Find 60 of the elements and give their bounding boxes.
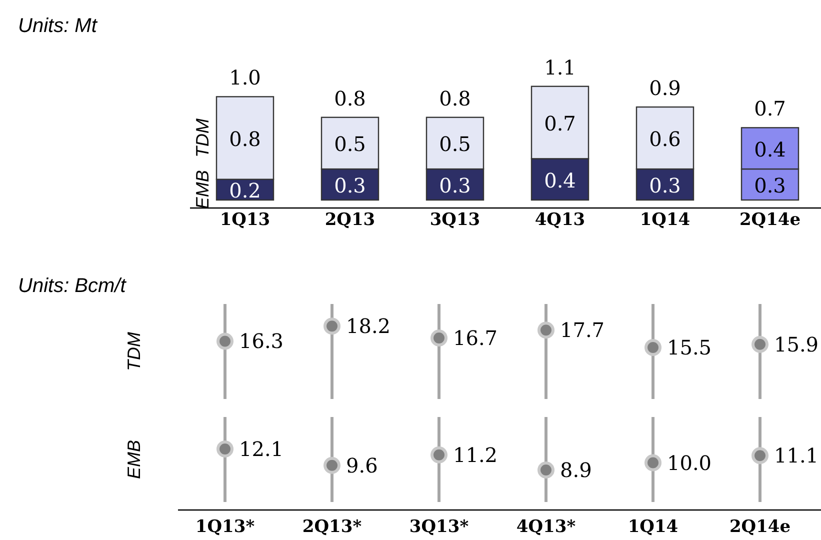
total-label: 1.1 bbox=[544, 55, 576, 80]
point bbox=[216, 332, 234, 350]
data-label: 10.0 bbox=[667, 450, 712, 475]
data-label: 16.3 bbox=[239, 329, 284, 354]
x-tick-label: 3Q13* bbox=[409, 517, 469, 537]
data-label: 18.2 bbox=[346, 314, 391, 338]
point bbox=[538, 322, 554, 339]
y-axis-title: TDM bbox=[124, 332, 144, 371]
total-label: 0.8 bbox=[439, 86, 471, 110]
text: EMB bbox=[192, 170, 212, 210]
x-tick-label: 1Q13* bbox=[195, 517, 255, 537]
point bbox=[430, 446, 448, 464]
data-label: 0.3 bbox=[649, 174, 681, 198]
total-label: 0.7 bbox=[754, 96, 786, 121]
data-label: 8.9 bbox=[560, 458, 592, 482]
y-axis-title: EMB bbox=[124, 440, 144, 480]
data-label: 15.9 bbox=[774, 332, 819, 356]
point bbox=[216, 440, 234, 458]
point bbox=[752, 336, 768, 353]
point bbox=[538, 461, 554, 478]
data-label: 0.5 bbox=[334, 132, 366, 156]
data-label: 11.1 bbox=[774, 444, 819, 468]
data-label: 0.2 bbox=[229, 178, 261, 203]
data-label: 0.6 bbox=[649, 127, 681, 152]
data-label: 0.4 bbox=[754, 137, 786, 162]
data-label: 9.6 bbox=[346, 453, 378, 478]
point bbox=[430, 330, 448, 347]
x-tick-label: 1Q14 bbox=[628, 517, 678, 537]
x-tick-label: 4Q13* bbox=[516, 517, 576, 537]
data-label: 0.3 bbox=[334, 174, 366, 198]
total-label: 0.8 bbox=[334, 86, 366, 110]
total-label: 0.9 bbox=[649, 76, 681, 100]
total-label: 1.0 bbox=[229, 66, 261, 90]
data-label: 16.7 bbox=[453, 326, 498, 350]
data-label: 12.1 bbox=[239, 437, 284, 462]
x-tick-label: 2Q13* bbox=[302, 517, 362, 537]
x-tick-label: 2Q14e bbox=[739, 210, 801, 230]
data-label: 17.7 bbox=[560, 318, 605, 342]
data-label: 0.3 bbox=[754, 174, 786, 198]
data-label: 0.4 bbox=[544, 168, 576, 192]
data-label: 11.2 bbox=[453, 442, 498, 467]
x-tick-label: 1Q13 bbox=[220, 210, 270, 230]
data-label: 0.7 bbox=[544, 112, 576, 136]
point bbox=[644, 339, 662, 356]
point bbox=[752, 447, 768, 464]
data-label: 0.3 bbox=[439, 174, 471, 198]
x-tick-label: 2Q14e bbox=[729, 517, 791, 537]
point bbox=[324, 456, 340, 474]
x-tick-label: 1Q14 bbox=[640, 210, 690, 230]
text: TDM bbox=[192, 118, 212, 158]
point bbox=[324, 318, 340, 335]
x-tick-label: 4Q13 bbox=[534, 210, 586, 230]
point bbox=[644, 454, 662, 472]
chart-title: Units: Bcm/t bbox=[18, 275, 128, 297]
data-label: 15.5 bbox=[667, 336, 712, 360]
x-tick-label: 2Q13 bbox=[324, 210, 376, 230]
data-label: 0.8 bbox=[229, 127, 261, 152]
x-tick-label: 3Q13 bbox=[430, 210, 480, 230]
chart-title: Units: Mt bbox=[18, 15, 98, 37]
data-label: 0.5 bbox=[439, 132, 471, 156]
